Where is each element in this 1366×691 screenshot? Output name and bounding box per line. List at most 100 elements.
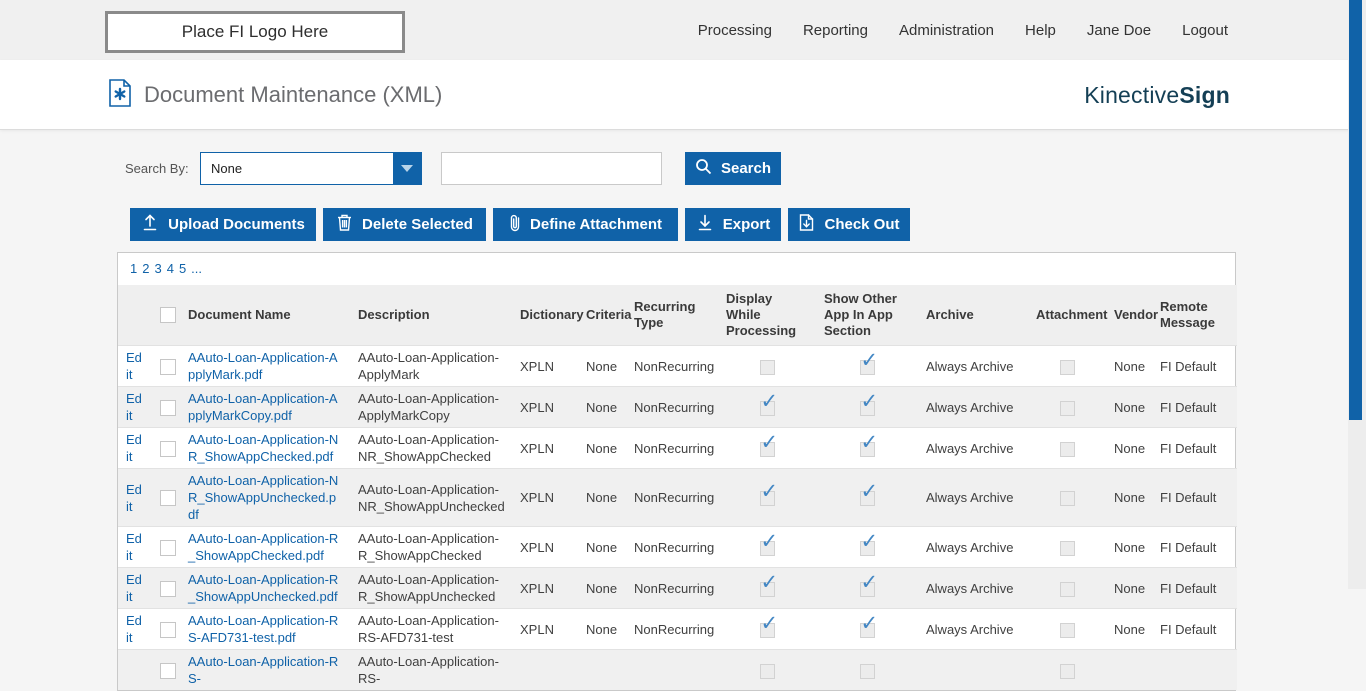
archive-value: Always Archive <box>926 580 1014 596</box>
check-out-button[interactable]: Check Out <box>788 208 910 241</box>
archive-value: Always Archive <box>926 358 1014 374</box>
dictionary-value: XPLN <box>520 580 554 596</box>
edit-link[interactable]: Edit <box>126 572 142 604</box>
table-header-row: Document Name Description Dictionary Cri… <box>118 285 1237 346</box>
page-link-5[interactable]: 5 <box>178 261 187 276</box>
page-link-1[interactable]: 1 <box>130 261 138 276</box>
row-select-checkbox[interactable] <box>160 621 176 638</box>
page-link-more[interactable]: ... <box>191 261 203 276</box>
edit-link[interactable]: Edit <box>126 391 142 423</box>
attachment-checkbox[interactable] <box>1059 491 1075 507</box>
archive-value: Always Archive <box>926 440 1014 456</box>
display-while-processing-checkbox[interactable] <box>759 393 778 416</box>
page-link-3[interactable]: 3 <box>154 261 162 276</box>
row-select-checkbox[interactable] <box>160 490 176 507</box>
nav-user-jane-doe[interactable]: Jane Doe <box>1086 21 1152 39</box>
col-display-while-processing: Display While Processing <box>718 285 816 346</box>
row-select-checkbox[interactable] <box>160 539 176 556</box>
pagination: 1 2 3 4 5... <box>118 253 1235 285</box>
nav-processing[interactable]: Processing <box>697 21 772 39</box>
page-link-4[interactable]: 4 <box>166 261 174 276</box>
row-select-checkbox[interactable] <box>160 358 176 375</box>
delete-selected-button[interactable]: Delete Selected <box>323 208 486 241</box>
search-button[interactable]: Search <box>685 152 781 185</box>
document-name-link[interactable]: AAuto-Loan-Application-NR_ShowAppUncheck… <box>188 473 339 522</box>
edit-link[interactable]: Edit <box>126 613 142 645</box>
search-by-dropdown[interactable]: None <box>200 152 422 185</box>
description-text: AAuto-Loan-Application-NR_ShowAppUncheck… <box>358 481 505 514</box>
attachment-checkbox[interactable] <box>1059 622 1075 638</box>
page-title: Document Maintenance (XML) <box>144 82 443 107</box>
attachment-checkbox[interactable] <box>1059 359 1075 375</box>
nav-administration[interactable]: Administration <box>898 21 995 39</box>
document-name-link[interactable]: AAuto-Loan-Application-R_ShowAppUnchecke… <box>188 572 339 604</box>
show-other-app-checkbox[interactable] <box>859 663 875 679</box>
edit-link[interactable]: Edit <box>126 481 142 514</box>
edit-link[interactable]: Edit <box>126 531 142 563</box>
attachment-checkbox[interactable] <box>1059 581 1075 597</box>
document-name-link[interactable]: AAuto-Loan-Application-R_ShowAppChecked.… <box>188 531 339 563</box>
document-name-link[interactable]: AAuto-Loan-Application-NR_ShowAppChecked… <box>188 432 339 464</box>
display-while-processing-checkbox[interactable] <box>759 574 778 597</box>
description-text: AAuto-Loan-Application-ApplyMarkCopy <box>358 391 499 423</box>
nav-logout[interactable]: Logout <box>1182 21 1228 39</box>
show-other-app-checkbox[interactable] <box>859 352 878 375</box>
row-select-checkbox[interactable] <box>160 662 176 679</box>
attachment-checkbox[interactable] <box>1059 441 1075 457</box>
remote-message-value: FI Default <box>1160 580 1217 596</box>
attachment-checkbox[interactable] <box>1059 540 1075 556</box>
show-other-app-checkbox[interactable] <box>859 393 878 416</box>
edit-link[interactable]: Edit <box>126 350 142 382</box>
col-remote-message: Remote Message <box>1152 285 1237 346</box>
display-while-processing-checkbox[interactable] <box>759 359 775 375</box>
vendor-value: None <box>1114 621 1146 637</box>
recurring-type-value: NonRecurring <box>634 358 715 374</box>
attachment-checkbox[interactable] <box>1059 663 1075 679</box>
page-link-2[interactable]: 2 <box>142 261 150 276</box>
display-while-processing-checkbox[interactable] <box>759 483 778 507</box>
display-while-processing-checkbox[interactable] <box>759 533 778 556</box>
attachment-checkbox[interactable] <box>1059 400 1075 416</box>
dictionary-value: XPLN <box>520 440 554 456</box>
show-other-app-checkbox[interactable] <box>859 615 878 638</box>
show-other-app-checkbox[interactable] <box>859 533 878 556</box>
edit-link[interactable]: Edit <box>126 432 142 464</box>
archive-value: Always Archive <box>926 621 1014 637</box>
show-other-app-checkbox[interactable] <box>859 483 878 507</box>
upload-documents-button[interactable]: Upload Documents <box>130 208 316 241</box>
remote-message-value: FI Default <box>1160 358 1217 374</box>
search-input[interactable] <box>441 152 662 185</box>
nav-help[interactable]: Help <box>1025 21 1056 39</box>
brand-logo: Kinective Sign <box>1084 60 1230 130</box>
dictionary-value: XPLN <box>520 539 554 555</box>
download-icon <box>696 213 714 236</box>
display-while-processing-checkbox[interactable] <box>759 663 775 679</box>
scrollbar-thumb[interactable] <box>1349 0 1362 420</box>
trash-icon <box>336 213 353 236</box>
archive-value: Always Archive <box>926 539 1014 555</box>
display-while-processing-checkbox[interactable] <box>759 615 778 638</box>
select-all-checkbox[interactable] <box>160 307 176 324</box>
page-header: Document Maintenance (XML) Kinective Sig… <box>0 60 1366 130</box>
row-select-checkbox[interactable] <box>160 440 176 457</box>
document-name-link[interactable]: AAuto-Loan-Application-RS-AFD731-test.pd… <box>188 613 339 645</box>
show-other-app-checkbox[interactable] <box>859 434 878 457</box>
export-button[interactable]: Export <box>685 208 781 241</box>
show-other-app-checkbox[interactable] <box>859 574 878 597</box>
nav-reporting[interactable]: Reporting <box>802 21 868 39</box>
table-row: Edit AAuto-Loan-Application-ApplyMarkCop… <box>118 386 1237 428</box>
define-attachment-button[interactable]: Define Attachment <box>493 208 678 241</box>
document-name-link[interactable]: AAuto-Loan-Application-RS- <box>188 654 339 686</box>
remote-message-value: FI Default <box>1160 399 1217 415</box>
row-select-checkbox[interactable] <box>160 399 176 416</box>
dropdown-button[interactable] <box>393 153 421 184</box>
fi-logo-placeholder: Place FI Logo Here <box>105 11 405 53</box>
document-name-link[interactable]: AAuto-Loan-Application-ApplyMark.pdf <box>188 350 338 382</box>
display-while-processing-checkbox[interactable] <box>759 434 778 457</box>
recurring-type-value: NonRecurring <box>634 580 715 596</box>
document-name-link[interactable]: AAuto-Loan-Application-ApplyMarkCopy.pdf <box>188 391 338 423</box>
scrollbar-track[interactable] <box>1348 0 1366 589</box>
upload-documents-label: Upload Documents <box>168 216 305 233</box>
archive-value: Always Archive <box>926 399 1014 415</box>
col-recurring-type: Recurring Type <box>626 285 718 346</box>
